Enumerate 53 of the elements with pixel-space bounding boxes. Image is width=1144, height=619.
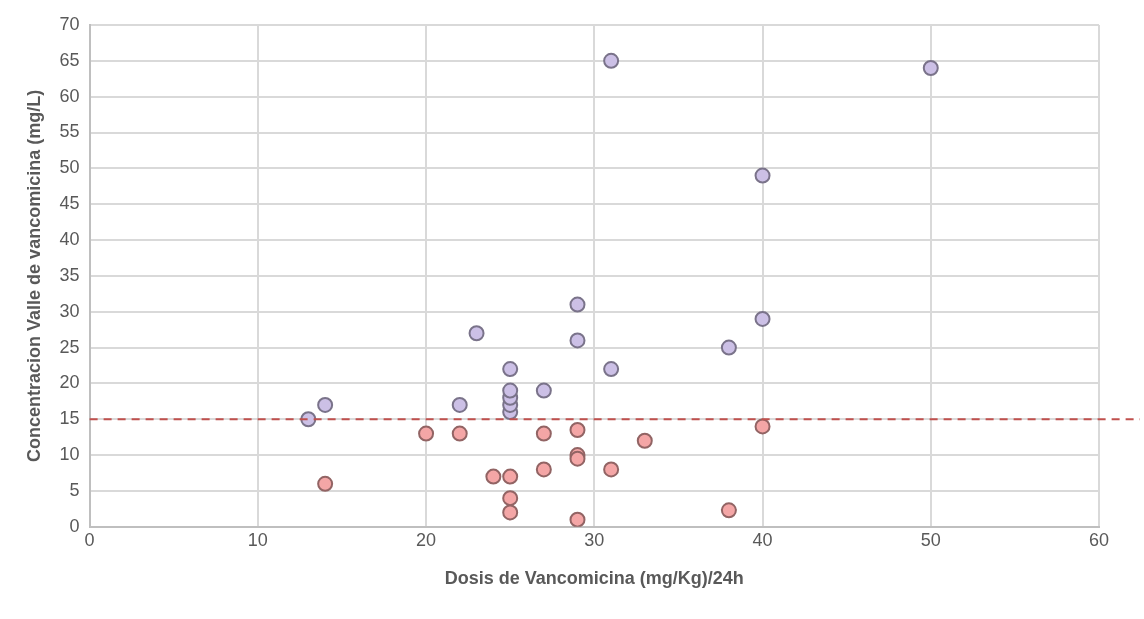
point xyxy=(502,490,519,507)
y-tick-label: 30 xyxy=(59,300,80,321)
point xyxy=(922,60,939,77)
y-tick-label: 20 xyxy=(59,372,80,393)
y-tick-label: 60 xyxy=(59,85,80,106)
point xyxy=(451,396,468,413)
point xyxy=(754,418,771,435)
y-tick-label: 50 xyxy=(59,157,80,178)
y-tick-label: 55 xyxy=(59,121,80,142)
point xyxy=(418,425,435,442)
point xyxy=(569,511,586,527)
x-tick-label: 50 xyxy=(920,529,941,550)
x-tick-label: 30 xyxy=(584,529,605,550)
y-tick-label: 15 xyxy=(59,408,80,429)
x-tick-label: 20 xyxy=(416,529,437,550)
point xyxy=(603,461,620,478)
y-tick-label: 45 xyxy=(59,193,80,214)
point xyxy=(317,475,334,492)
x-tick-label: 10 xyxy=(247,529,268,550)
point xyxy=(720,502,737,519)
x-tick-label: 60 xyxy=(1088,529,1110,550)
point xyxy=(754,167,771,184)
point xyxy=(451,425,468,442)
y-tick-label: 10 xyxy=(59,444,80,465)
point xyxy=(502,382,519,399)
y-tick-label: 40 xyxy=(59,229,80,250)
x-axis-title: Dosis de Vancomicina (mg/Kg)/24h xyxy=(444,568,744,589)
point xyxy=(535,382,552,399)
y-tick-label: 65 xyxy=(59,49,80,70)
point xyxy=(535,461,552,478)
point xyxy=(502,361,519,378)
y-tick-label: 0 xyxy=(69,515,80,536)
x-tick-label: 40 xyxy=(752,529,773,550)
y-axis-title: Concentracion Valle de vancomicina (mg/L) xyxy=(23,89,44,462)
y-tick-label: 35 xyxy=(59,264,80,285)
point xyxy=(754,310,771,327)
point xyxy=(317,396,334,413)
point xyxy=(569,296,586,313)
point xyxy=(535,425,552,442)
point xyxy=(603,52,620,69)
point xyxy=(569,422,586,439)
point xyxy=(502,468,519,485)
x-tick-label: 0 xyxy=(84,529,95,550)
point xyxy=(502,504,519,521)
y-tick-label: 5 xyxy=(69,479,80,500)
point xyxy=(569,332,586,349)
y-tick-label: 70 xyxy=(59,13,80,34)
point xyxy=(485,468,502,485)
point xyxy=(468,325,485,342)
point xyxy=(603,361,620,378)
point xyxy=(636,432,653,449)
y-tick-label: 25 xyxy=(59,336,80,357)
point xyxy=(720,339,737,356)
